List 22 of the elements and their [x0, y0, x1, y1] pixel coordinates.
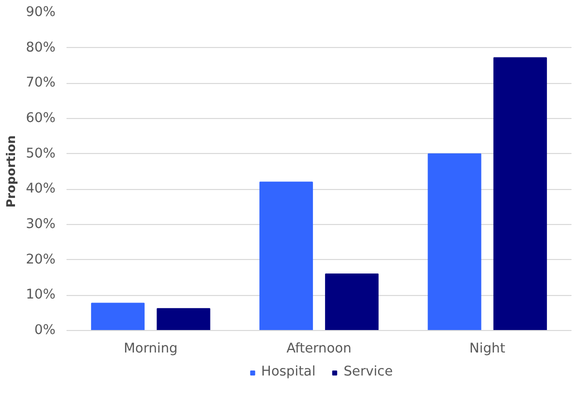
y-tick-label: 90% — [26, 5, 56, 20]
x-tick-label: Afternoon — [286, 342, 352, 356]
bar — [493, 57, 547, 330]
y-tick-label: 50% — [26, 146, 56, 162]
bar — [91, 302, 145, 330]
y-tick-label: 40% — [26, 182, 56, 197]
y-tick-label: 20% — [26, 252, 56, 268]
bar — [325, 273, 379, 330]
y-tick-label: 10% — [26, 288, 56, 303]
y-axis-title: Proportion — [4, 135, 18, 208]
y-tick-label: 60% — [26, 111, 56, 126]
legend-label: Hospital — [261, 364, 316, 380]
legend-label: Service — [344, 364, 393, 380]
y-tick-label: 80% — [26, 40, 56, 56]
bar — [428, 153, 482, 330]
y-tick-label: 30% — [26, 217, 56, 232]
y-tick-label: 70% — [26, 76, 56, 91]
x-tick-label: Morning — [124, 342, 178, 356]
x-tick-label: Night — [469, 342, 506, 356]
bar — [259, 182, 313, 330]
y-tick-label: 0% — [34, 323, 56, 338]
bar — [156, 308, 210, 330]
